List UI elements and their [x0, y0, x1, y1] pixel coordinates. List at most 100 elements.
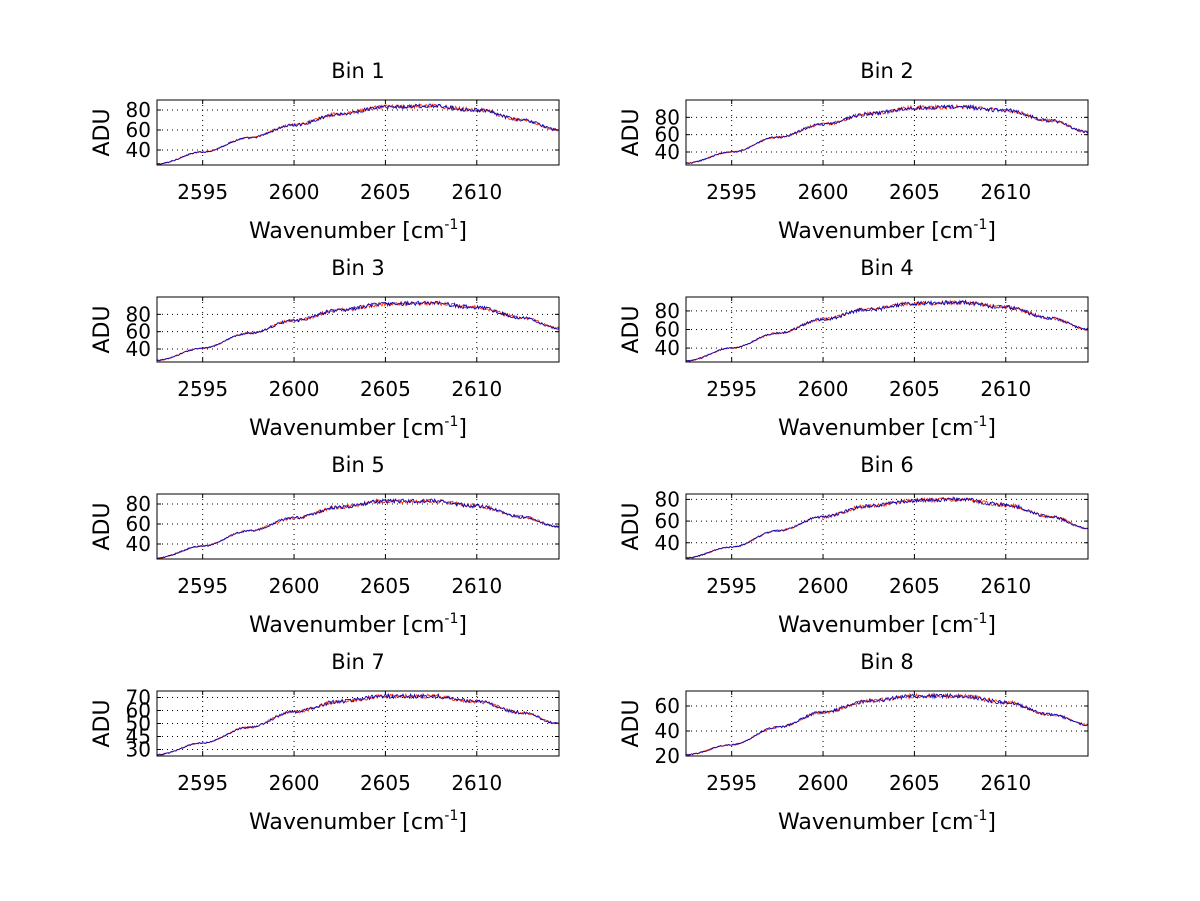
series-line-overlay: [156, 692, 560, 756]
series-line-dark: [685, 497, 1089, 559]
y-tick-label: 40: [655, 336, 680, 360]
y-tick-label: 70: [126, 686, 151, 710]
y-axis-label: ADU: [90, 108, 115, 156]
y-tick-label: 60: [655, 694, 680, 718]
series-line: [156, 497, 560, 559]
x-axis-label-superscript: -1: [444, 414, 458, 430]
x-tick-label: 2605: [889, 771, 940, 795]
y-axis-label: ADU: [619, 305, 644, 353]
series-line: [685, 496, 1089, 559]
x-tick-label: 2600: [269, 771, 320, 795]
x-axis-label-superscript: -1: [444, 808, 458, 824]
x-tick-label: 2610: [451, 574, 502, 598]
x-tick-label: 2605: [889, 377, 940, 401]
x-axis-label-text: Wavenumber [cm: [778, 810, 973, 835]
x-axis-label-superscript: -1: [973, 217, 987, 233]
x-tick-label: 2600: [798, 180, 849, 204]
x-tick-label: 2610: [451, 771, 502, 795]
series-line-overlay: [156, 103, 560, 166]
subplot-title: Bin 2: [860, 59, 914, 83]
y-tick-label: 60: [126, 699, 151, 723]
y-tick-label: 60: [126, 320, 151, 344]
x-axis-label-superscript: -1: [444, 217, 458, 233]
series-line-overlay: [685, 692, 1089, 757]
x-tick-label: 2595: [706, 574, 757, 598]
x-tick-label: 2595: [177, 180, 228, 204]
y-tick-label: 80: [655, 105, 680, 129]
subplot-title: Bin 8: [860, 650, 914, 674]
x-tick-label: 2610: [451, 377, 502, 401]
x-axis-label-close: ]: [987, 613, 996, 638]
x-axis-label-close: ]: [458, 810, 467, 835]
x-tick-label: 2610: [980, 377, 1031, 401]
x-tick-label: 2600: [269, 180, 320, 204]
series-line-dark: [156, 300, 560, 362]
x-axis-label-text: Wavenumber [cm: [778, 416, 973, 441]
y-tick-label: 50: [126, 712, 151, 736]
y-tick-label: 20: [655, 744, 680, 768]
x-tick-label: 2595: [177, 771, 228, 795]
series-line-dark: [156, 693, 560, 756]
y-axis-label: ADU: [619, 108, 644, 156]
y-tick-label: 60: [655, 318, 680, 342]
y-axis-label: ADU: [619, 502, 644, 550]
series-line: [685, 692, 1089, 756]
axes-box: [156, 296, 560, 363]
x-axis-label: Wavenumber [cm-1]: [778, 808, 996, 835]
series-line-dark: [156, 498, 560, 559]
x-tick-label: 2600: [269, 377, 320, 401]
x-axis-label: Wavenumber [cm-1]: [249, 808, 467, 835]
subplot-title: Bin 5: [331, 453, 385, 477]
x-axis-label: Wavenumber [cm-1]: [249, 611, 467, 638]
y-tick-label: 80: [655, 487, 680, 511]
series-line: [156, 692, 560, 756]
x-axis-label-superscript: -1: [973, 414, 987, 430]
x-axis-label-text: Wavenumber [cm: [778, 613, 973, 638]
y-tick-label: 40: [655, 719, 680, 743]
y-tick-label: 40: [126, 337, 151, 361]
x-tick-label: 2605: [889, 180, 940, 204]
x-tick-label: 2600: [798, 771, 849, 795]
subplot-title: Bin 7: [331, 650, 385, 674]
x-axis-label: Wavenumber [cm-1]: [778, 414, 996, 441]
y-tick-label: 30: [126, 738, 151, 762]
x-tick-label: 2610: [980, 574, 1031, 598]
x-axis-label-text: Wavenumber [cm: [249, 613, 444, 638]
y-tick-label: 40: [126, 532, 151, 556]
x-axis-label-close: ]: [987, 416, 996, 441]
x-tick-label: 2600: [269, 574, 320, 598]
y-tick-label: 60: [655, 509, 680, 533]
x-axis-label-close: ]: [458, 613, 467, 638]
series-line-dark: [685, 300, 1089, 362]
x-tick-label: 2605: [360, 771, 411, 795]
x-axis-label-close: ]: [987, 219, 996, 244]
axes-box: [156, 99, 560, 166]
y-tick-label: 40: [655, 140, 680, 164]
series-line-overlay: [156, 300, 560, 361]
subplot-title: Bin 3: [331, 256, 385, 280]
x-axis-label-superscript: -1: [444, 611, 458, 627]
y-tick-label: 80: [126, 302, 151, 326]
y-axis-label: ADU: [619, 699, 644, 747]
y-tick-label: 45: [126, 725, 151, 749]
x-axis-label-text: Wavenumber [cm: [249, 416, 444, 441]
x-axis-label: Wavenumber [cm-1]: [249, 217, 467, 244]
x-axis-label: Wavenumber [cm-1]: [778, 217, 996, 244]
x-tick-label: 2600: [798, 574, 849, 598]
axes-box: [685, 493, 1089, 560]
x-tick-label: 2605: [360, 574, 411, 598]
series-line-dark: [156, 103, 560, 165]
x-axis-label-close: ]: [458, 219, 467, 244]
x-axis-label: Wavenumber [cm-1]: [249, 414, 467, 441]
x-tick-label: 2595: [177, 377, 228, 401]
x-axis-label: Wavenumber [cm-1]: [778, 611, 996, 638]
y-tick-label: 60: [126, 118, 151, 142]
subplot-title: Bin 4: [860, 256, 914, 280]
